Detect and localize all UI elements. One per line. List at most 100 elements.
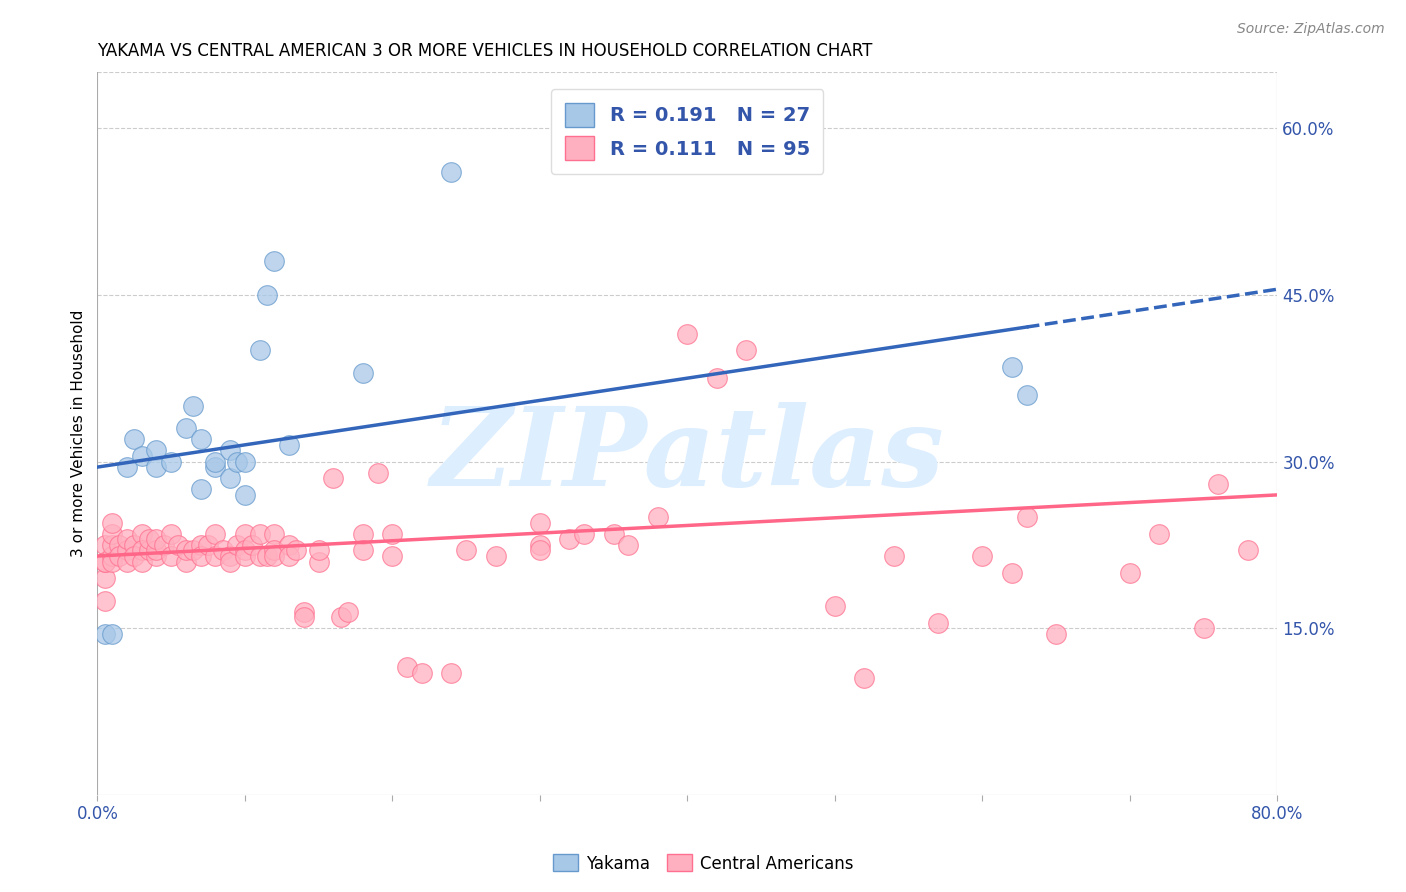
Point xyxy=(226,454,249,468)
Point xyxy=(190,549,212,563)
Point xyxy=(558,533,581,547)
Point xyxy=(219,471,242,485)
Point xyxy=(367,466,389,480)
Point xyxy=(337,605,360,619)
Point xyxy=(115,533,138,547)
Point xyxy=(93,627,115,641)
Point xyxy=(101,526,124,541)
Point xyxy=(278,549,301,563)
Point xyxy=(278,538,301,552)
Point xyxy=(101,538,124,552)
Point xyxy=(108,538,131,552)
Point xyxy=(1192,621,1215,635)
Point xyxy=(1208,476,1230,491)
Point xyxy=(485,549,508,563)
Point xyxy=(219,549,242,563)
Point xyxy=(101,555,124,569)
Point xyxy=(190,483,212,497)
Point xyxy=(381,549,404,563)
Point xyxy=(256,287,278,301)
Point xyxy=(93,555,115,569)
Point xyxy=(292,610,315,624)
Point xyxy=(249,343,271,358)
Point xyxy=(256,549,278,563)
Point xyxy=(263,543,285,558)
Point xyxy=(1237,543,1260,558)
Point xyxy=(226,538,249,552)
Point xyxy=(1045,627,1067,641)
Point xyxy=(285,543,308,558)
Point xyxy=(824,599,846,613)
Point xyxy=(263,254,285,268)
Point xyxy=(249,526,271,541)
Point xyxy=(204,460,226,475)
Legend: R = 0.191   N = 27, R = 0.111   N = 95: R = 0.191 N = 27, R = 0.111 N = 95 xyxy=(551,89,824,174)
Point xyxy=(115,543,138,558)
Point xyxy=(115,555,138,569)
Point xyxy=(396,660,419,674)
Point xyxy=(1119,566,1142,580)
Point xyxy=(101,549,124,563)
Point xyxy=(160,454,183,468)
Point xyxy=(240,538,263,552)
Point xyxy=(233,549,256,563)
Point xyxy=(145,443,167,458)
Point xyxy=(101,627,124,641)
Text: Source: ZipAtlas.com: Source: ZipAtlas.com xyxy=(1237,22,1385,37)
Point xyxy=(322,471,344,485)
Point xyxy=(93,593,115,607)
Point xyxy=(204,526,226,541)
Point xyxy=(181,399,204,413)
Point xyxy=(131,449,153,463)
Point xyxy=(972,549,994,563)
Point xyxy=(278,438,301,452)
Point xyxy=(1001,566,1024,580)
Point xyxy=(233,488,256,502)
Point xyxy=(138,543,160,558)
Point xyxy=(197,538,219,552)
Point xyxy=(190,538,212,552)
Point xyxy=(735,343,758,358)
Point xyxy=(706,371,728,385)
Point xyxy=(190,432,212,446)
Point xyxy=(174,421,197,435)
Point xyxy=(352,543,374,558)
Point xyxy=(1015,510,1038,524)
Point xyxy=(145,543,167,558)
Legend: Yakama, Central Americans: Yakama, Central Americans xyxy=(546,847,860,880)
Point xyxy=(131,555,153,569)
Point xyxy=(204,454,226,468)
Point xyxy=(122,549,145,563)
Point xyxy=(93,571,115,585)
Point xyxy=(440,665,463,680)
Point xyxy=(138,533,160,547)
Point xyxy=(93,555,115,569)
Point xyxy=(160,526,183,541)
Point xyxy=(174,543,197,558)
Point xyxy=(529,543,551,558)
Point xyxy=(647,510,669,524)
Point xyxy=(352,366,374,380)
Point xyxy=(263,549,285,563)
Point xyxy=(883,549,905,563)
Point xyxy=(219,555,242,569)
Point xyxy=(93,538,115,552)
Point xyxy=(145,460,167,475)
Y-axis label: 3 or more Vehicles in Household: 3 or more Vehicles in Household xyxy=(72,310,86,558)
Point xyxy=(411,665,433,680)
Point xyxy=(381,526,404,541)
Point xyxy=(263,526,285,541)
Point xyxy=(131,526,153,541)
Point xyxy=(329,610,352,624)
Point xyxy=(602,526,624,541)
Point xyxy=(101,516,124,530)
Point xyxy=(440,165,463,179)
Point xyxy=(145,549,167,563)
Point xyxy=(529,516,551,530)
Text: YAKAMA VS CENTRAL AMERICAN 3 OR MORE VEHICLES IN HOUSEHOLD CORRELATION CHART: YAKAMA VS CENTRAL AMERICAN 3 OR MORE VEH… xyxy=(97,42,873,60)
Text: ZIPatlas: ZIPatlas xyxy=(430,401,945,509)
Point xyxy=(131,543,153,558)
Point xyxy=(1015,388,1038,402)
Point xyxy=(1001,359,1024,374)
Point xyxy=(167,538,190,552)
